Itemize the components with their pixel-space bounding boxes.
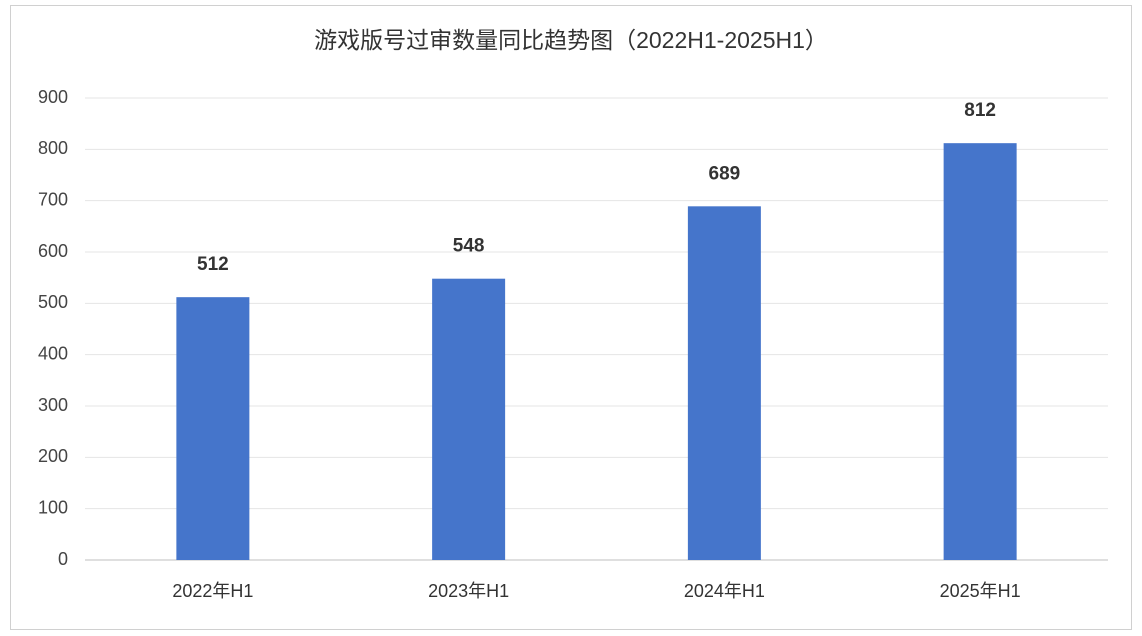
bar	[432, 278, 506, 560]
x-tick-label: 2022年H1	[172, 581, 253, 601]
y-tick-label: 600	[38, 241, 68, 261]
bar	[176, 297, 250, 560]
y-tick-label: 700	[38, 189, 68, 209]
bar	[943, 143, 1017, 560]
y-tick-label: 0	[58, 549, 68, 569]
bar	[687, 206, 761, 560]
y-tick-label: 100	[38, 497, 68, 517]
y-tick-label: 200	[38, 446, 68, 466]
y-tick-label: 400	[38, 343, 68, 363]
y-tick-label: 900	[38, 87, 68, 107]
data-label: 689	[709, 163, 741, 184]
chart-title: 游戏版号过审数量同比趋势图（2022H1-2025H1）	[314, 27, 828, 53]
x-tick-label: 2024年H1	[684, 581, 765, 601]
y-tick-label: 800	[38, 138, 68, 158]
x-tick-label: 2023年H1	[428, 581, 509, 601]
data-label: 812	[964, 100, 996, 121]
data-label: 512	[197, 254, 229, 275]
x-tick-label: 2025年H1	[940, 581, 1021, 601]
data-label: 548	[453, 236, 485, 257]
y-tick-label: 500	[38, 292, 68, 312]
y-tick-label: 300	[38, 395, 68, 415]
